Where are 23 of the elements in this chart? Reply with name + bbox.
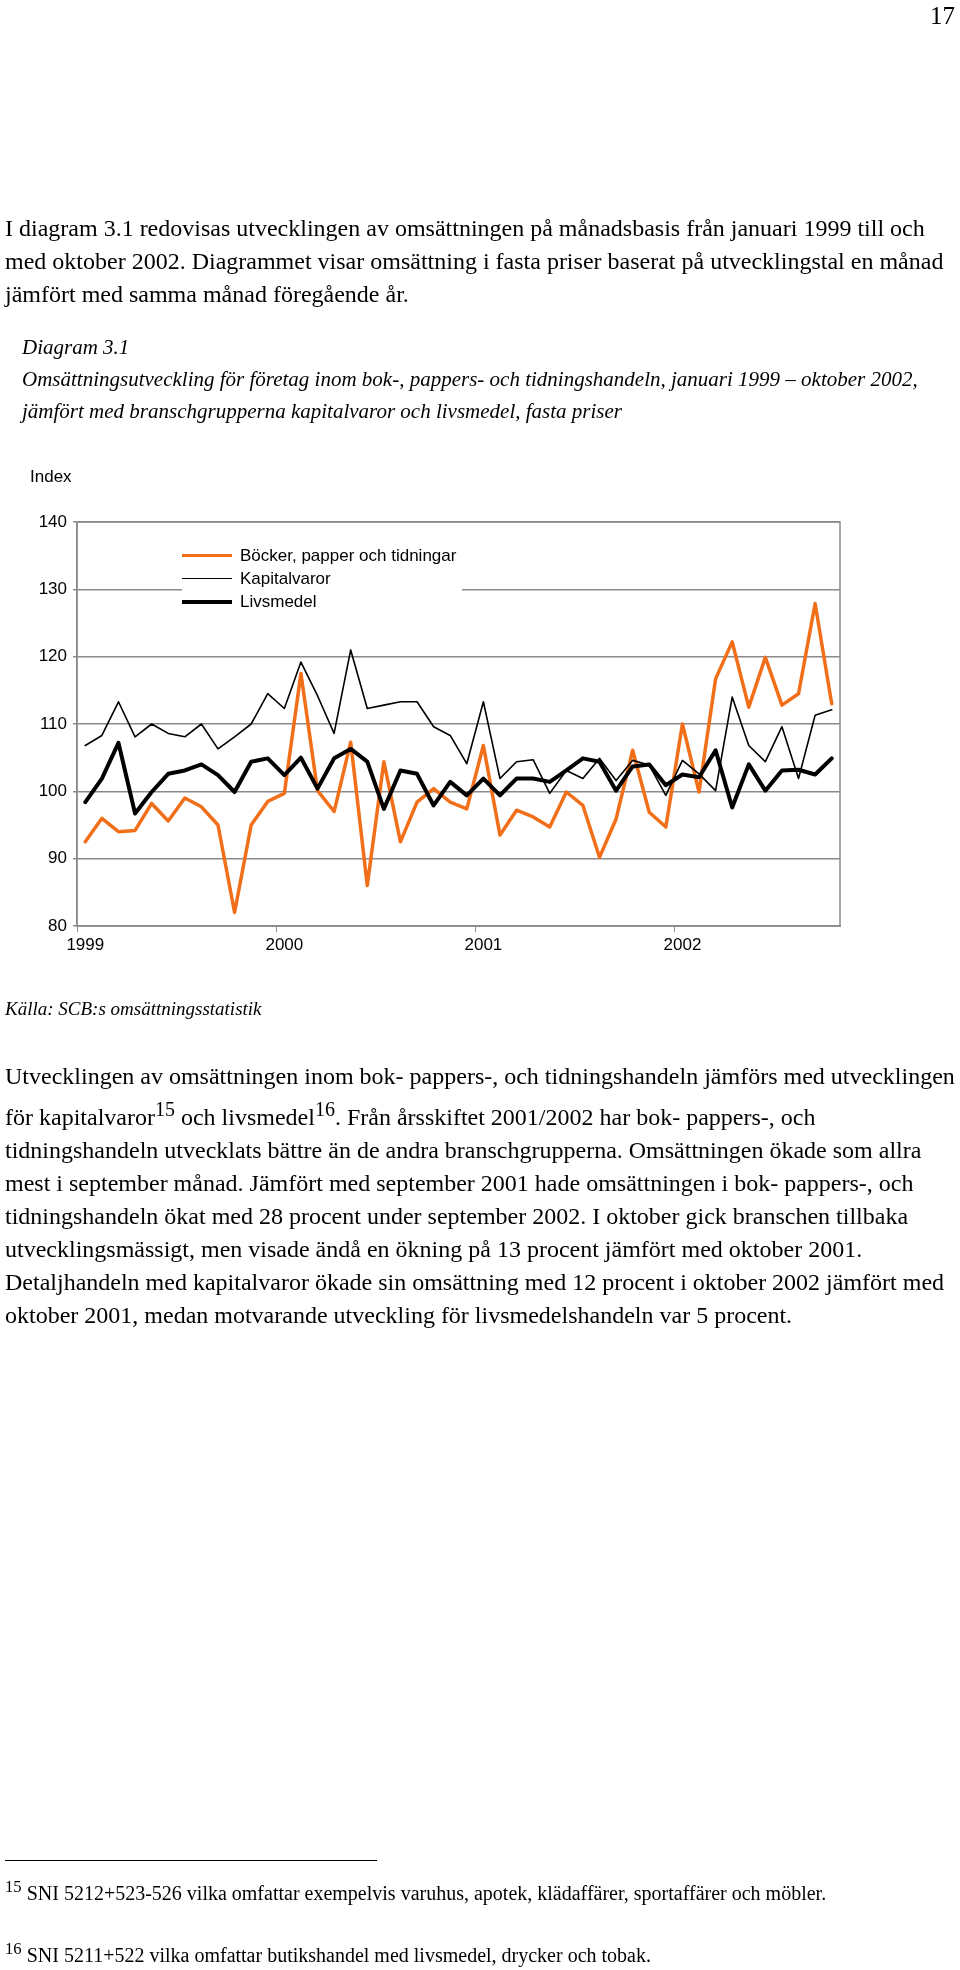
text: 17 (930, 2, 955, 30)
y-tick-label: 100 (38, 781, 67, 801)
chart-title: Diagram 3.1 (22, 335, 130, 360)
y-tick-label: 120 (38, 646, 67, 666)
text: Källa: SCB:s omsättningsstatistik (5, 998, 262, 1020)
y-tick-label: 130 (38, 579, 67, 599)
y-tick-label: 80 (48, 915, 67, 935)
text: $^{15}$ SNI 5212+523-526 vilka omfattar exempelvis varuhus, apotek, klädaffärer, sportaffärer och möbler. (5, 1876, 828, 1907)
legend-label: Livsmedel (240, 591, 317, 613)
x-tick-label: 1999 (66, 934, 105, 954)
x-tick-label: 2000 (265, 934, 304, 954)
text: I diagram 3.1 redovisas utvecklingen av omsättningen på månadsbasis från januari 1999 till och med oktober 2002. Diagrammet visar omsättning i fasta priser baserat på utvecklingstal en månad jämfört med samma månad föregående år. (5, 214, 945, 309)
legend-label: Böcker, papper och tidningar (240, 545, 457, 567)
y-tick-label: 110 (39, 713, 67, 733)
legend-label: Kapitalvaror (240, 568, 331, 590)
text: Utvecklingen av omsättningen inom bok- pappers-, och tidningshandeln jämförs med utvecklingen för kapitalvaror$^{15}$ och livsmedel$^{16}$. Från årsskiftet 2001/2002 har bok- pappers-, och tidningshandeln utvecklats bättre än de andra branschgrupperna. Omsättningen ökade som allra mest i september månad. Jämfört med september 2001 hade omsättningen i bok- pappers-, och tidningshandeln ökat med 28 procent under september 2002. I oktober gick branschen tillbaka utvecklingsmässigt, men visade ändå en ökning på 13 procent jämfört med oktober 2001. Detaljhandeln med kapitalvaror ökade sin omsättning med 12 procent i oktober 2002 jämfört med oktober 2001, medan motvarande utveckling för livsmedelshandeln var 5 procent. (5, 1063, 955, 1328)
y-tick-label: 140 (38, 511, 67, 531)
text: $^{16}$ SNI 5211+522 vilka omfattar butikshandel med livsmedel, drycker och tobak. (5, 1938, 652, 1969)
chart-subtitle: Omsättningsutveckling för företag inom bok-, pappers- och tidningshandeln, januari 1999 – oktober 2002, jämfört med branschgrupperna kapitalvaror och livsmedel, fasta priser (22, 366, 919, 425)
y-tick-label: 90 (48, 848, 67, 868)
y-axis-title: Index (30, 467, 72, 487)
x-tick-label: 2002 (663, 934, 702, 954)
x-tick-label: 2001 (464, 934, 503, 954)
